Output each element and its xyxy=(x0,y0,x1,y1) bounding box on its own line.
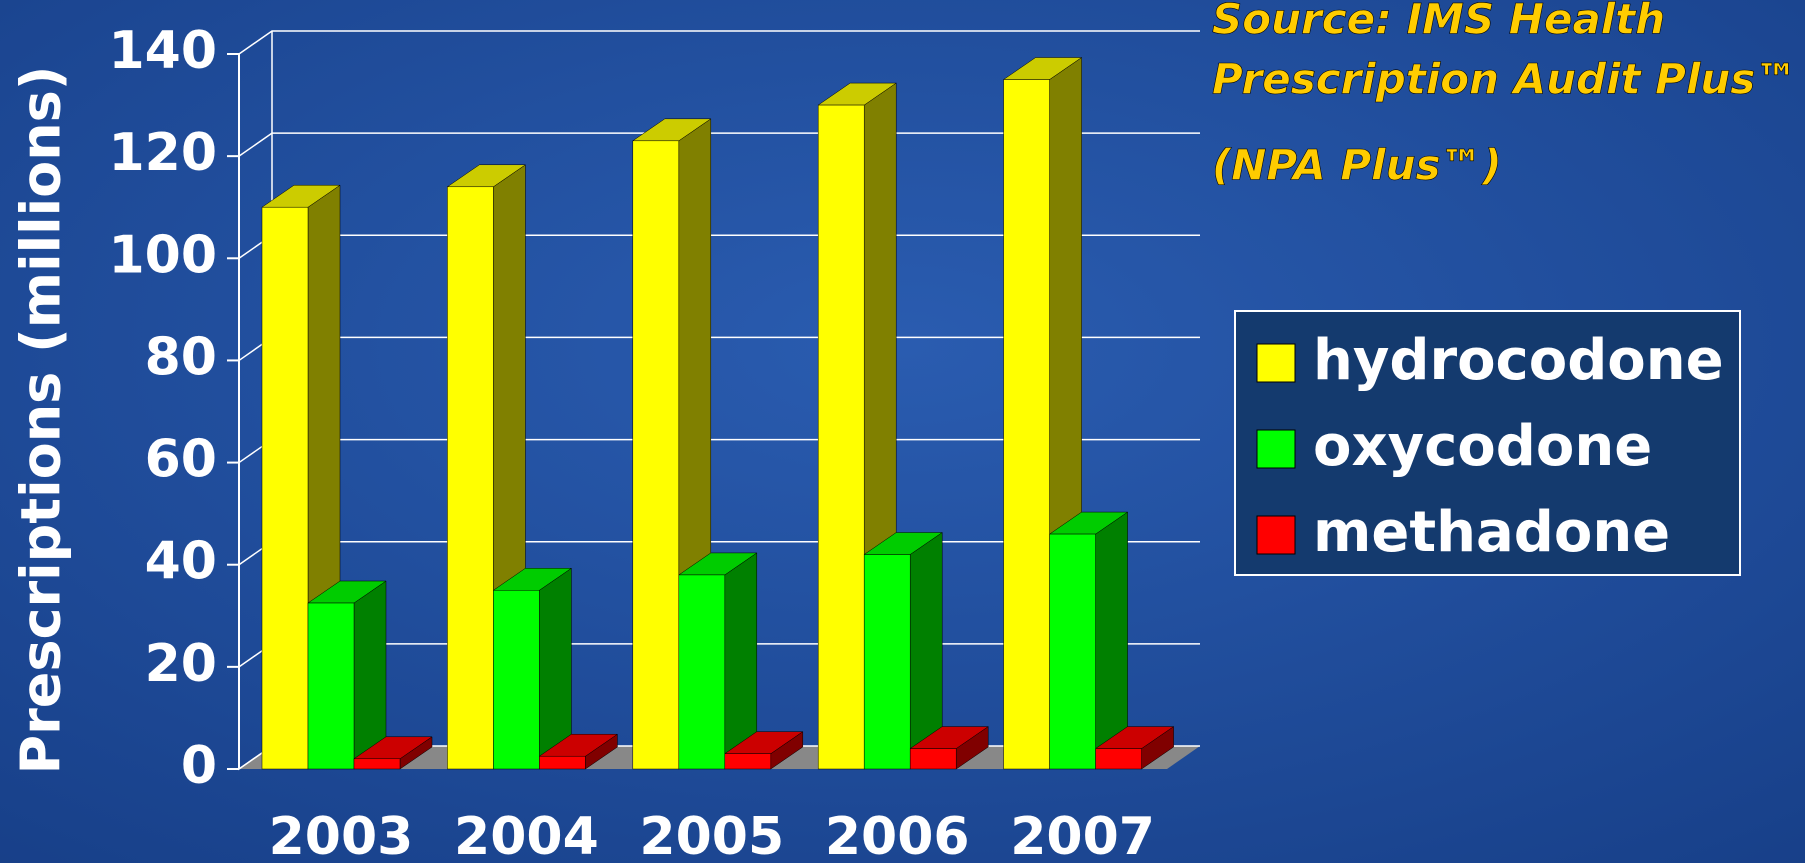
bar xyxy=(863,554,911,770)
y-tick-label: 40 xyxy=(145,532,217,592)
x-tick-label: 2005 xyxy=(639,807,784,863)
legend-swatch xyxy=(1256,515,1296,555)
bar xyxy=(307,602,355,770)
y-tick-label: 60 xyxy=(145,430,217,490)
y-tick-label: 100 xyxy=(108,225,217,285)
bar xyxy=(909,748,957,770)
bar xyxy=(678,574,726,770)
bar xyxy=(724,753,772,770)
bar xyxy=(632,140,680,770)
y-tick-label: 80 xyxy=(145,327,217,387)
source-note: (NPA Plus™) xyxy=(1212,141,1502,190)
x-tick-label: 2003 xyxy=(269,807,414,863)
legend-swatch xyxy=(1256,343,1296,383)
legend xyxy=(1234,310,1741,576)
x-tick-label: 2007 xyxy=(1010,807,1155,863)
legend-label: oxycodone xyxy=(1313,414,1652,479)
bar xyxy=(353,758,401,770)
bar xyxy=(493,590,540,770)
legend-label: methadone xyxy=(1313,500,1670,565)
y-tick-label: 20 xyxy=(145,634,217,694)
source-note: Source: IMS Health xyxy=(1212,0,1665,44)
grid-line xyxy=(238,30,1200,55)
bar xyxy=(1049,533,1096,770)
x-tick-label: 2006 xyxy=(825,807,970,863)
legend-label: hydrocodone xyxy=(1313,328,1724,393)
y-tick-label: 120 xyxy=(108,123,217,183)
bar xyxy=(1095,748,1142,770)
y-tick-label: 0 xyxy=(181,736,217,796)
y-axis-label: Prescriptions (millions) xyxy=(10,66,73,775)
legend-swatch xyxy=(1256,429,1296,469)
bar xyxy=(1003,79,1050,770)
source-note: Prescription Audit Plus™ xyxy=(1212,55,1797,104)
y-tick-label: 140 xyxy=(108,21,217,81)
bar xyxy=(447,186,494,770)
x-tick-label: 2004 xyxy=(454,807,599,863)
bar xyxy=(261,206,309,770)
bar xyxy=(539,755,586,770)
bar xyxy=(817,104,865,770)
